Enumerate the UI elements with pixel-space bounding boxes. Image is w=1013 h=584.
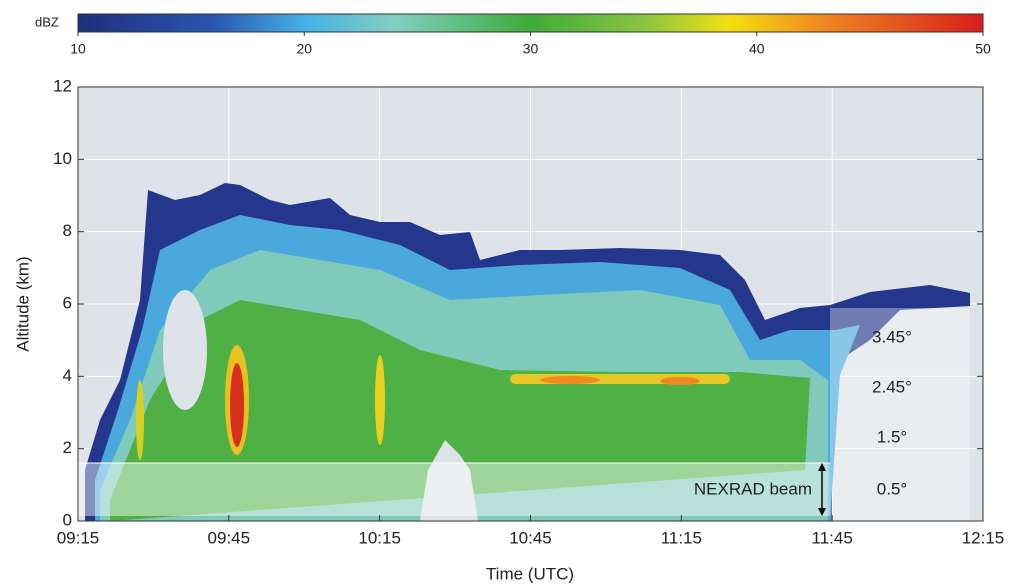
x-tick-label: 12:15 — [962, 528, 1005, 547]
colorbar — [78, 14, 983, 32]
y-tick-label: 8 — [63, 221, 72, 240]
y-tick-label: 10 — [53, 149, 72, 168]
x-tick-label: 09:15 — [57, 528, 100, 547]
x-tick-label: 11:45 — [812, 528, 853, 547]
colorbar-tick-label: 40 — [749, 41, 765, 57]
y-axis-label: Altitude (km) — [13, 256, 32, 351]
x-axis-label: Time (UTC) — [486, 564, 574, 583]
x-tick-label: 09:45 — [208, 528, 251, 547]
colorbar-tick-label: 20 — [296, 41, 312, 57]
colorbar-tick-label: 50 — [975, 41, 991, 57]
annotation: 3.45° — [872, 327, 912, 346]
annotation: NEXRAD beam — [694, 479, 812, 498]
x-tick-label: 10:15 — [358, 528, 401, 547]
colorbar-tick-label: 10 — [70, 41, 86, 57]
y-tick-label: 0 — [63, 510, 72, 529]
chart: dBZ 3.45° 2.45° 1.5° 0.5° NEXRAD beam Ti… — [0, 0, 1013, 584]
x-tick-label: 10:45 — [509, 528, 552, 547]
y-tick-label: 12 — [53, 76, 72, 95]
annotation: 1.5° — [877, 427, 907, 446]
colorbar-tick-label: 30 — [523, 41, 539, 57]
annotation: 0.5° — [877, 479, 907, 498]
y-tick-label: 4 — [63, 366, 72, 385]
x-tick-label: 11:15 — [661, 528, 702, 547]
y-tick-label: 2 — [63, 438, 72, 457]
colorbar-label: dBZ — [35, 14, 59, 29]
annotation: 2.45° — [872, 377, 912, 396]
y-tick-label: 6 — [63, 293, 72, 312]
